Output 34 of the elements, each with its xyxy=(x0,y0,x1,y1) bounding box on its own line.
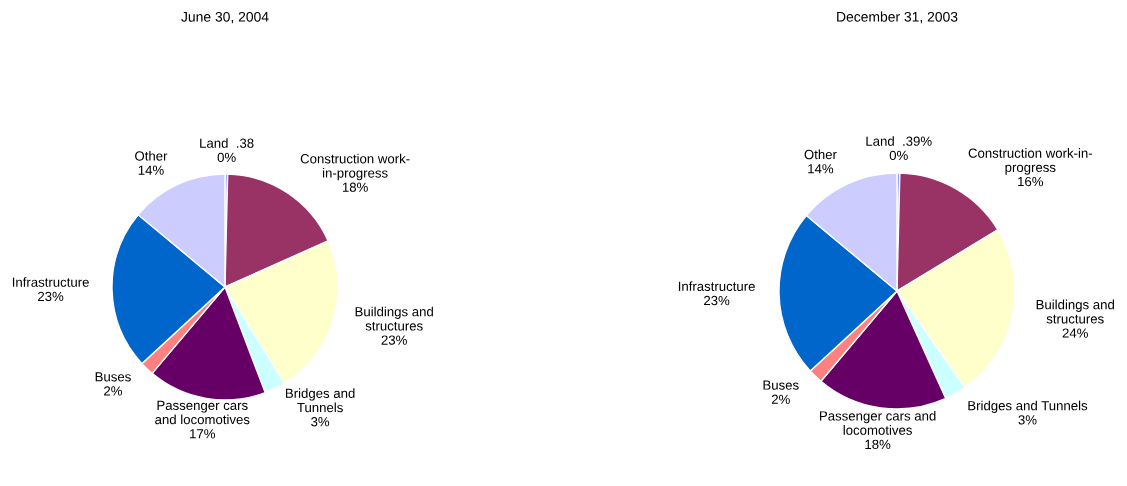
data-label: 2% xyxy=(771,394,790,404)
slice-label: Other xyxy=(804,149,837,160)
slice-label: Buildings and structures xyxy=(355,306,433,331)
chart-title: June 30, 2004 xyxy=(181,11,269,24)
slice-label: Passenger cars and locomotives xyxy=(820,410,936,435)
data-label: 18% xyxy=(342,182,368,192)
slice-label: Infrastructure xyxy=(678,281,755,291)
chart-title: December 31, 2003 xyxy=(837,11,958,24)
data-label: 18% xyxy=(865,439,891,450)
slice-label: Construction work- in-progress xyxy=(300,153,410,181)
slice-label: Infrastructure xyxy=(12,277,89,287)
data-label: 24% xyxy=(1062,328,1088,338)
slice-label: Buses xyxy=(95,372,131,382)
data-label: 14% xyxy=(808,164,834,174)
data-label: 3% xyxy=(1018,415,1037,425)
data-label: 0% xyxy=(889,150,908,161)
data-label: 17% xyxy=(190,429,216,439)
data-label: 23% xyxy=(38,291,64,302)
slice-label: Passenger cars and locomotives xyxy=(155,400,250,425)
slice-label: Land .38 xyxy=(200,138,254,148)
slice-label: Land .39% xyxy=(866,136,932,146)
data-label: 23% xyxy=(704,295,730,306)
slice-label: Construction work-in- progress xyxy=(968,148,1093,175)
data-label: 3% xyxy=(311,417,330,427)
data-label: 2% xyxy=(104,386,123,396)
slice-label: Other xyxy=(135,150,168,161)
data-label: 14% xyxy=(138,165,164,175)
data-label: 23% xyxy=(381,335,407,345)
slice-label: Bridges and Tunnels xyxy=(285,388,355,413)
data-label: 16% xyxy=(1018,176,1044,187)
slice-label: Buildings and structures xyxy=(1036,299,1114,324)
data-label: 0% xyxy=(217,152,236,163)
slice-label: Buses xyxy=(763,380,799,390)
slice-label: Bridges and Tunnels xyxy=(968,400,1088,413)
